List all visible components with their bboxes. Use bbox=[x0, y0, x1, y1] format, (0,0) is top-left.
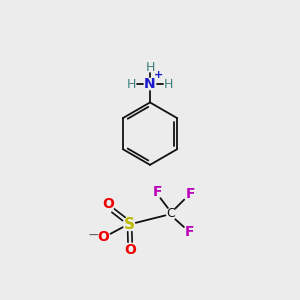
Text: O: O bbox=[97, 230, 109, 244]
Text: H: H bbox=[145, 61, 155, 74]
Text: H: H bbox=[127, 77, 136, 91]
Text: O: O bbox=[102, 197, 114, 211]
Text: F: F bbox=[153, 184, 162, 199]
Text: −: − bbox=[88, 228, 99, 242]
Text: H: H bbox=[164, 77, 173, 91]
Text: C: C bbox=[167, 207, 175, 220]
Text: S: S bbox=[124, 217, 135, 232]
Text: N: N bbox=[144, 77, 156, 91]
Text: F: F bbox=[184, 225, 194, 239]
Text: F: F bbox=[185, 187, 195, 201]
Text: +: + bbox=[154, 70, 163, 80]
Text: O: O bbox=[125, 243, 136, 256]
